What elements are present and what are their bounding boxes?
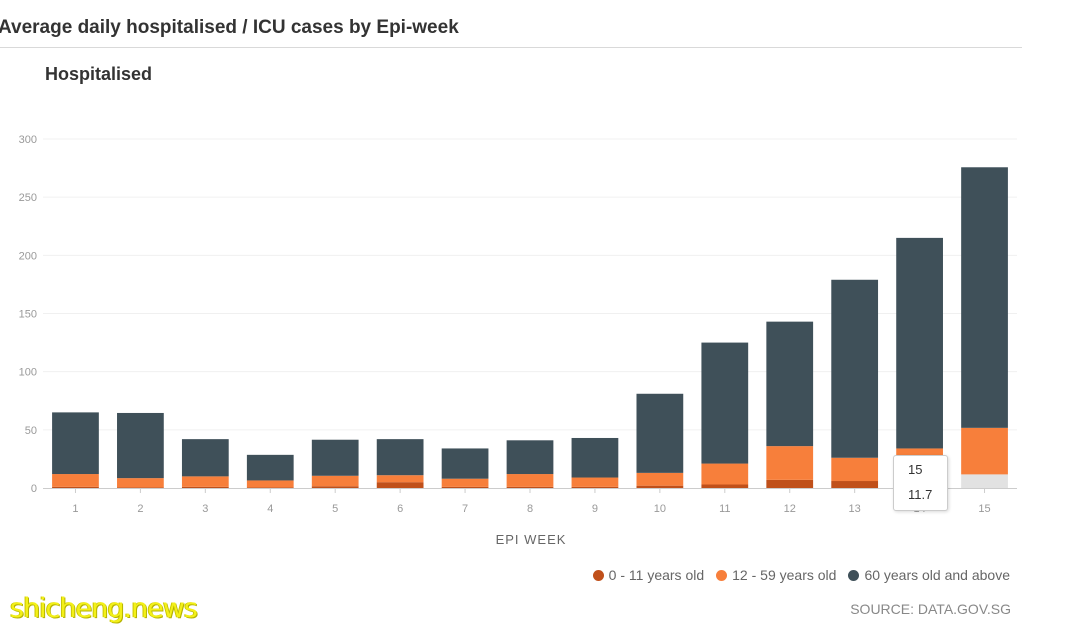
- x-tick-label: 11: [719, 503, 730, 515]
- y-tick-label: 150: [19, 309, 37, 321]
- y-tick-label: 100: [19, 367, 37, 379]
- bar-segment[interactable]: [961, 474, 1008, 488]
- x-tick-label: 1: [72, 503, 78, 515]
- bar-segment[interactable]: [181, 439, 229, 477]
- bar-segment[interactable]: [636, 485, 684, 488]
- bar-segment[interactable]: [52, 412, 99, 475]
- bar-segment[interactable]: [571, 437, 619, 478]
- x-tick-label: 9: [592, 503, 598, 515]
- bar-segment[interactable]: [831, 481, 879, 488]
- bar-segment[interactable]: [766, 321, 814, 447]
- bar-segment[interactable]: [117, 412, 164, 479]
- chart-tooltip: 15 11.7: [893, 455, 948, 511]
- bar-segment[interactable]: [311, 486, 359, 488]
- bar-segment[interactable]: [376, 482, 424, 488]
- bar-segment[interactable]: [766, 479, 814, 488]
- bar-segment[interactable]: [506, 486, 554, 488]
- bar-segment[interactable]: [831, 279, 879, 458]
- y-tick-label: 50: [25, 425, 37, 437]
- bar-segment[interactable]: [246, 487, 294, 488]
- x-tick-label: 4: [267, 503, 273, 515]
- legend-label: 12 - 59 years old: [732, 567, 837, 583]
- x-tick-label: 6: [397, 503, 403, 515]
- bar-segment[interactable]: [311, 475, 359, 487]
- x-tick-label: 10: [654, 503, 666, 515]
- x-tick-label: 12: [784, 503, 796, 515]
- legend-label: 0 - 11 years old: [608, 567, 705, 583]
- x-tick-label: 8: [527, 503, 533, 515]
- y-tick-label: 300: [19, 134, 37, 146]
- tooltip-category: 15: [908, 462, 923, 477]
- x-tick-label: 3: [202, 503, 208, 515]
- bar-segment[interactable]: [441, 478, 489, 487]
- bar-segment[interactable]: [896, 237, 943, 449]
- bar-segment[interactable]: [246, 480, 294, 488]
- bar-segment[interactable]: [636, 472, 684, 486]
- bar-segment[interactable]: [701, 484, 749, 488]
- bar-segment[interactable]: [117, 487, 164, 488]
- legend-item-60-above[interactable]: 60 years old and above: [848, 567, 1010, 583]
- y-tick-label: 250: [19, 192, 37, 204]
- bar-segment[interactable]: [441, 486, 489, 488]
- bar-segment[interactable]: [506, 474, 554, 487]
- x-tick-label: 5: [332, 503, 338, 515]
- bar-segment[interactable]: [831, 457, 879, 482]
- bar-segment[interactable]: [506, 440, 554, 475]
- bar-segment[interactable]: [766, 446, 814, 480]
- bar-segment[interactable]: [701, 342, 749, 464]
- x-tick-label: 15: [978, 503, 990, 515]
- chart-title: Hospitalised: [45, 64, 153, 84]
- bar-segment[interactable]: [246, 454, 294, 481]
- legend-dot-icon: [848, 569, 860, 581]
- legend-label: 60 years old and above: [864, 567, 1010, 583]
- bar-segment[interactable]: [636, 393, 684, 473]
- bar-segment[interactable]: [571, 477, 619, 487]
- bar-segment[interactable]: [376, 475, 424, 483]
- y-tick-label: 200: [19, 250, 37, 262]
- bar-segment[interactable]: [441, 448, 489, 479]
- bar-segment[interactable]: [571, 486, 619, 488]
- chart-legend: 0 - 11 years old 12 - 59 years old 60 ye…: [592, 567, 1010, 583]
- bar-segment[interactable]: [181, 486, 229, 488]
- x-tick-label: 7: [462, 503, 468, 515]
- legend-dot-icon: [592, 569, 604, 581]
- bar-segment[interactable]: [52, 474, 99, 487]
- legend-item-0-11[interactable]: 0 - 11 years old: [592, 567, 705, 583]
- bar-segment[interactable]: [961, 427, 1008, 475]
- watermark-logo: shicheng.news: [10, 593, 198, 624]
- tooltip-value: 11.7: [908, 487, 933, 502]
- bar-segment[interactable]: [376, 439, 424, 476]
- x-axis-title: EPI WEEK: [496, 532, 567, 547]
- x-tick-label: 2: [137, 503, 143, 515]
- bar-segment[interactable]: [701, 463, 749, 485]
- legend-dot-icon: [716, 569, 728, 581]
- page-title: Average daily hospitalised / ICU cases b…: [0, 17, 459, 38]
- bar-segment[interactable]: [181, 476, 229, 487]
- bar-segment[interactable]: [311, 439, 359, 476]
- bar-segment[interactable]: [117, 478, 164, 488]
- y-tick-label: 0: [31, 483, 37, 495]
- x-tick-label: 13: [849, 503, 861, 515]
- header-divider: [0, 47, 1022, 48]
- bar-segment[interactable]: [961, 167, 1008, 428]
- source-credit: SOURCE: DATA.GOV.SG: [850, 601, 1011, 617]
- legend-item-12-59[interactable]: 12 - 59 years old: [716, 567, 836, 583]
- bar-segment[interactable]: [52, 486, 99, 488]
